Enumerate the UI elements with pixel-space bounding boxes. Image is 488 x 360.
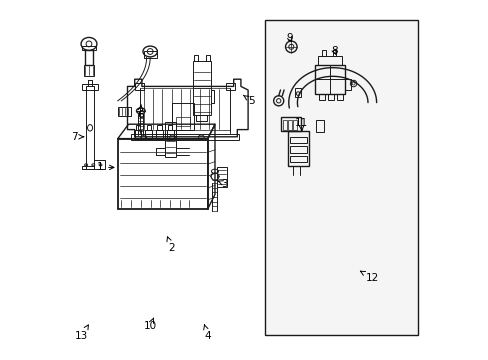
Bar (226, 83, 235, 90)
Bar (318, 56, 341, 65)
Bar (168, 125, 172, 130)
Bar (134, 83, 143, 90)
Text: 12: 12 (360, 271, 378, 283)
Text: 1: 1 (96, 162, 114, 172)
Bar (315, 120, 323, 132)
Bar (196, 115, 206, 121)
Bar (318, 94, 324, 100)
Bar (167, 130, 173, 139)
Bar (281, 117, 301, 131)
Bar (292, 120, 296, 130)
Bar (118, 107, 131, 116)
Bar (289, 146, 306, 153)
Bar (145, 130, 152, 139)
Bar (327, 94, 333, 100)
Bar (131, 134, 239, 140)
Text: 13: 13 (75, 325, 88, 341)
Bar (84, 50, 93, 65)
Bar (136, 125, 140, 130)
Bar (172, 103, 194, 130)
Bar (321, 50, 325, 56)
Text: 11: 11 (294, 118, 307, 131)
Bar (332, 50, 336, 56)
Bar (193, 61, 210, 115)
Bar (134, 130, 141, 139)
Bar (216, 167, 226, 187)
Bar (345, 79, 350, 90)
Bar (82, 84, 98, 90)
Bar (265, 20, 418, 335)
Text: 2: 2 (166, 237, 175, 253)
Bar (81, 46, 96, 50)
Bar (165, 122, 176, 157)
Text: 8: 8 (330, 46, 337, 56)
Bar (83, 65, 94, 76)
Text: 4: 4 (203, 325, 211, 341)
Bar (314, 65, 345, 94)
Bar (143, 51, 156, 58)
Text: 9: 9 (285, 33, 292, 43)
Bar (336, 94, 342, 100)
Bar (283, 120, 286, 130)
Text: 3: 3 (218, 179, 227, 189)
Bar (156, 130, 163, 139)
Bar (118, 139, 207, 209)
Bar (287, 120, 291, 130)
Bar (289, 156, 306, 162)
Bar (287, 131, 308, 166)
Bar (289, 137, 306, 143)
Text: 10: 10 (143, 318, 157, 331)
Text: 5: 5 (243, 95, 254, 106)
Bar (86, 86, 94, 169)
Bar (146, 125, 151, 130)
Bar (194, 55, 198, 61)
Text: 6: 6 (137, 105, 143, 120)
Bar (157, 125, 162, 130)
Text: 7: 7 (71, 132, 83, 142)
Bar (176, 117, 190, 126)
Bar (205, 55, 209, 61)
Bar (294, 88, 301, 97)
